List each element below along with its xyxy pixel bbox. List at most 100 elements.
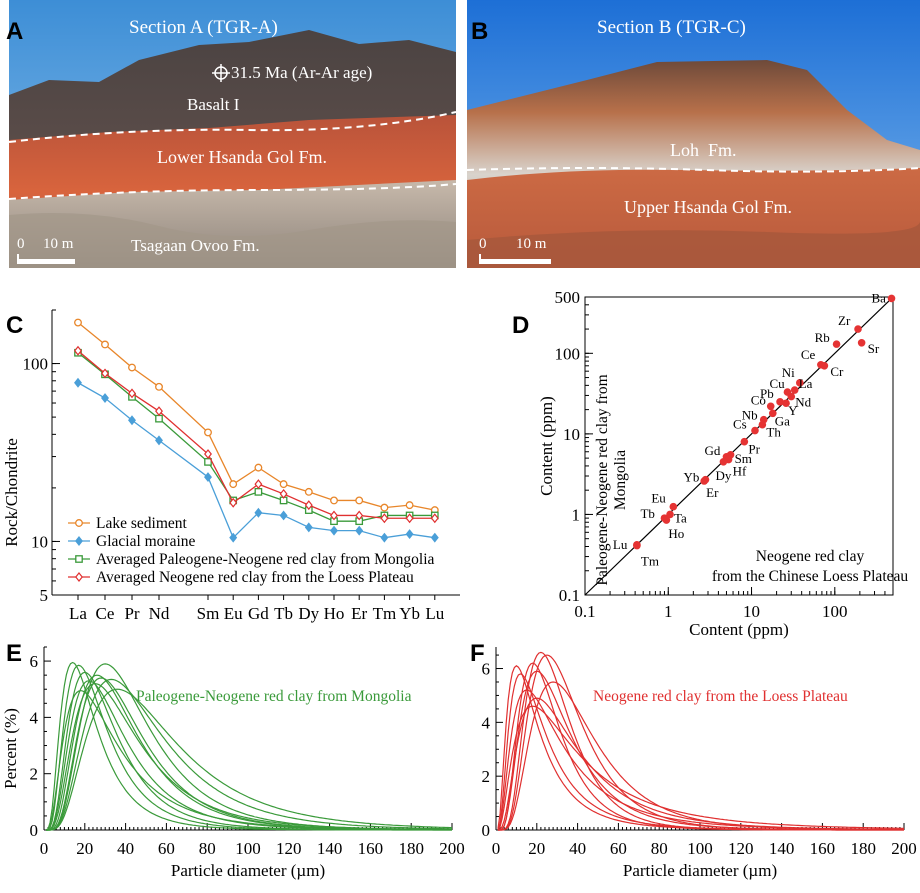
panel-letter-e: E [6,640,23,667]
chart-d-point-label-la: La [799,376,813,391]
chart-c-series-averaged-neogene-red-clay-from-the-loess-plateau-point [128,388,136,399]
chart-c-series-lake-sediment-point [380,503,389,512]
chart-c-series-lake-sediment-point [128,363,136,372]
chart-d-point-ho [662,516,671,524]
chart-c-x-tick-label-la: La [69,604,87,623]
chart-c-series-lake-sediment-point [405,501,414,510]
chart-c-series-glacial-moraine-point [101,393,109,403]
chart-c-series-lake-sediment-line [77,322,435,511]
photo-a-lower-hsanda-label: Lower Hsanda Gol Fm. [157,147,327,167]
chart-e-y-tick-label: 0 [30,821,39,840]
chart-d-annotation-y-line2: Mongolia [612,450,629,510]
chart-c-x-tick-label-sm: Sm [197,604,220,623]
chart-f-series-curve-9 [497,705,904,831]
chart-d-point-cs [751,426,759,435]
chart-f-series-curve-6 [498,651,904,831]
chart-e-x-axis-label: Particle diameter (µm) [171,861,325,880]
photo-a-age-label: 31.5 Ma (Ar-Ar age) [231,63,373,82]
chart-d-point-ta [666,510,674,519]
chart-d-point-zr [854,325,862,333]
chart-c-x-tick-label-nd: Nd [149,604,170,623]
chart-c-series-glacial-moraine-point [254,507,263,518]
chart-d-point-label-ga: Ga [775,413,790,428]
chart-c-series-averaged-neogene-red-clay-from-the-loess-plateau-point [204,449,212,459]
panel-letter-d: D [512,312,530,339]
chart-d-y-tick-label: 10 [563,425,580,444]
chart-f-y-tick-label: 4 [482,713,491,732]
chart-d-point-label-dy: Dy [715,468,731,483]
panel-letter-f: F [470,640,485,667]
chart-c-series-lake-sediment-point [330,496,338,505]
chart-c-x-tick-label-lu: Lu [425,604,444,623]
chart-d-point-eu [669,502,678,511]
chart-e-x-tick-label: 40 [117,839,134,858]
chart-c-series-averaged-neogene-red-clay-from-the-loess-plateau-point [101,368,109,379]
photo-b-scale-label: 10 m [516,236,547,252]
chart-c-series-averaged-neogene-red-clay-from-the-loess-plateau-point [74,345,82,356]
chart-d-y-tick-label: 1 [572,505,581,524]
chart-c-legend-lake-sediment-marker [75,519,83,527]
chart-c-series-averaged-neogene-red-clay-from-the-loess-plateau-point [380,513,389,524]
chart-c-x-tick-label-ho: Ho [324,604,345,623]
chart-d-point-label-ho: Ho [668,526,684,541]
chart-c-series-averaged-neogene-red-clay-from-the-loess-plateau-point [155,406,163,417]
chart-c-series-averaged-paleogene-neogene-red-clay-from-mongolia-point [254,488,263,496]
photo-section-b-illustration [467,0,920,268]
chart-c-series-lake-sediment-point [304,487,313,496]
chart-f-series-curve-3 [497,689,904,830]
chart-c-series-glacial-moraine-point [330,525,338,536]
chart-c-series-glacial-moraine-point [74,377,82,388]
chart-e-y-tick-label: 6 [30,652,39,671]
chart-e-y-axis-label: Percent (%) [1,708,20,789]
chart-d-point-label-ce: Ce [801,347,816,362]
chart-d-point-label-ta: Ta [674,510,687,525]
chart-d-point-label-y: Y [788,403,798,418]
chart-c-legend-averaged-neogene-red-clay-from-the-loess-plateau-marker [75,572,83,582]
chart-c-series-glacial-moraine-point [155,435,163,446]
photo-a-tsagaan-label: Tsagaan Ovoo Fm. [131,236,260,255]
chart-e-y-tick-label: 2 [30,765,39,784]
chart-f-x-tick-label: 180 [850,839,876,858]
chart-e-x-tick-label: 180 [398,839,424,858]
chart-c-series-averaged-neogene-red-clay-from-the-loess-plateau-point [229,497,238,508]
chart-d-point-er [700,477,708,485]
chart-c-series-glacial-moraine-point [405,529,414,540]
chart-f-svg: 0 20 40 60 80 100 120 140 160 180 200 0 2 4 6 Particle … [482,647,917,880]
chart-c-series-averaged-neogene-red-clay-from-the-loess-plateau-point [405,513,414,524]
chart-d-point-label-zr: Zr [838,313,851,328]
chart-d-point-label-yb: Yb [683,470,699,485]
chart-d-point-ni [796,379,804,387]
chart-c-ree-pattern: 5 10 100 La Ce Pr Nd Sm Eu Gd Tb Dy Ho Er Tm Yb Lu Rock/C… [0,290,470,625]
photo-b-upper-hsanda-label: Upper Hsanda Gol Fm. [624,197,792,217]
chart-d-x-axis-label: Content (ppm) [689,620,789,639]
chart-c-legend-glacial-moraine-marker [75,536,83,546]
chart-c-legend-averaged-neogene-red-clay-from-the-loess-plateau-text: Averaged Neogene red clay from the Loess… [96,569,414,586]
chart-f-y-tick-label: 2 [482,767,491,786]
chart-c-legend-averaged-paleogene-neogene-red-clay-from-mongolia-marker [75,555,83,563]
chart-d-y-tick-label: 100 [555,344,581,363]
chart-f-series-curve-7 [498,654,904,831]
chart-f-x-tick-label: 60 [610,839,627,858]
panel-letter-c: C [6,312,24,339]
chart-e-series-curve-10 [45,689,452,831]
chart-d-point-label-nd: Nd [795,395,811,410]
chart-c-x-tick-label-ce: Ce [96,604,115,623]
chart-c-series-lake-sediment-point [101,340,109,349]
chart-c-series-averaged-neogene-red-clay-from-the-loess-plateau-point [430,513,439,524]
photo-a-scale-zero: 0 [17,236,25,252]
chart-d-point-label-tm: Tm [641,554,659,569]
chart-d-x-tick-label: 0.1 [574,602,595,621]
chart-e-x-tick-label: 140 [317,839,343,858]
chart-e-x-tick-label: 160 [358,839,384,858]
chart-c-series-lake-sediment-point [74,318,82,327]
chart-f-grain-size-loess: 0 20 40 60 80 100 120 140 160 180 200 0 2 4 6 Particle … [458,635,920,893]
photo-a-scale-label: 10 m [43,236,74,252]
chart-c-legend-lake-sediment-text: Lake sediment [96,515,188,532]
chart-c-series-lake-sediment-point [204,428,212,437]
chart-e-x-tick-label: 80 [199,839,216,858]
chart-c-series-glacial-moraine-point [355,525,364,536]
chart-c-x-tick-label-pr: Pr [124,604,139,623]
chart-d-point-nd [787,392,796,401]
chart-d-point-label-sr: Sr [868,341,880,356]
panel-letter-a: A [6,18,24,45]
